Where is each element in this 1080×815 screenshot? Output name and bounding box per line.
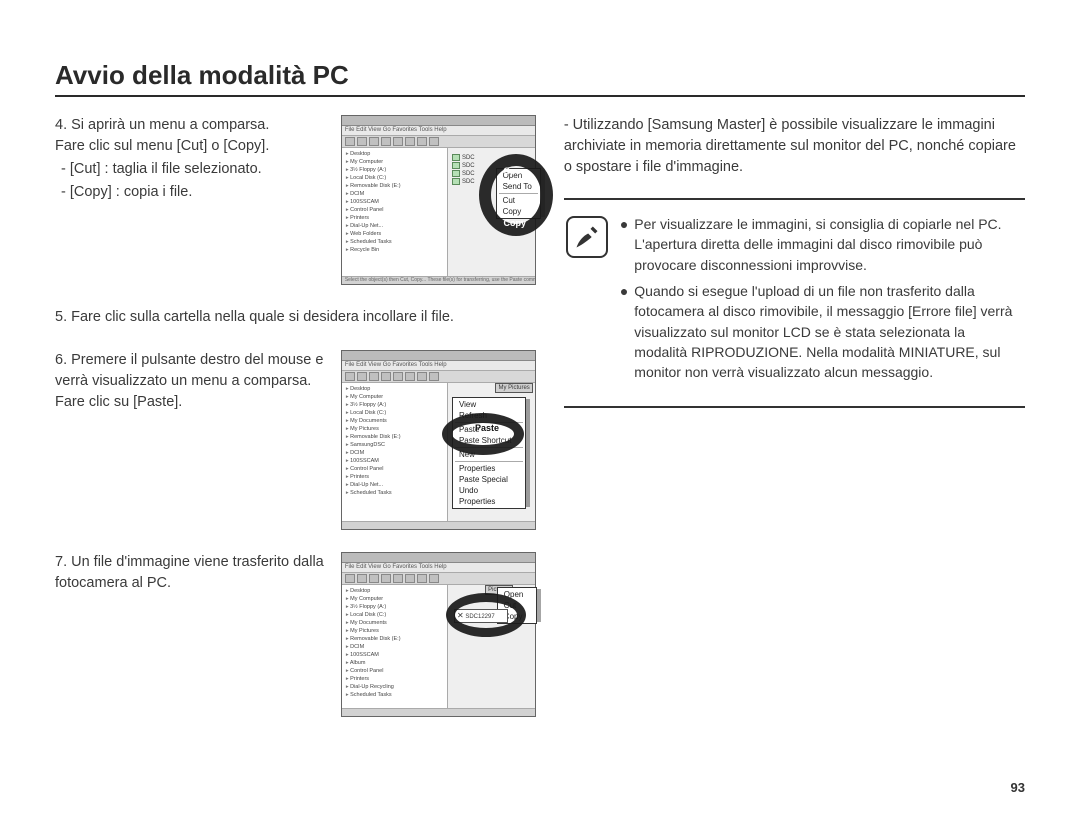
- info-box: ● Per visualizzare le immagini, si consi…: [564, 198, 1025, 408]
- left-column: 4. Si aprirà un menu a comparsa. Fare cl…: [55, 115, 536, 739]
- step4-text: 4. Si aprirà un menu a comparsa. Fare cl…: [55, 115, 327, 285]
- step4-sub2: - [Copy] : copia i file.: [61, 182, 327, 203]
- page-number: 93: [1011, 780, 1025, 795]
- bullet-dot: ●: [620, 214, 628, 275]
- note-icon: [566, 216, 608, 258]
- step6-text: 6. Premere il pulsante destro del mouse …: [55, 350, 327, 530]
- info-bullet-2: Quando si esegue l'upload di un file non…: [634, 281, 1021, 382]
- samsung-master-note: - Utilizzando [Samsung Master] è possibi…: [564, 115, 1025, 178]
- screenshot-cut-copy: File Edit View Go Favorites Tools HelpDe…: [341, 115, 536, 285]
- step4-line2: Fare clic sul menu [Cut] o [Copy].: [55, 136, 327, 157]
- screenshot-transferred: File Edit View Go Favorites Tools HelpDe…: [341, 552, 536, 717]
- step7-text: 7. Un file d'immagine viene trasferito d…: [55, 552, 327, 717]
- page-title: Avvio della modalità PC: [55, 60, 1025, 97]
- screenshot-paste: File Edit View Go Favorites Tools HelpDe…: [341, 350, 536, 530]
- step4-line1: 4. Si aprirà un menu a comparsa.: [55, 115, 327, 136]
- step5-text: 5. Fare clic sulla cartella nella quale …: [55, 307, 536, 328]
- bullet-dot: ●: [620, 281, 628, 382]
- info-bullet-1: Per visualizzare le immagini, si consigl…: [634, 214, 1021, 275]
- right-column: - Utilizzando [Samsung Master] è possibi…: [564, 115, 1025, 739]
- step4-sub1: - [Cut] : taglia il file selezionato.: [61, 159, 327, 180]
